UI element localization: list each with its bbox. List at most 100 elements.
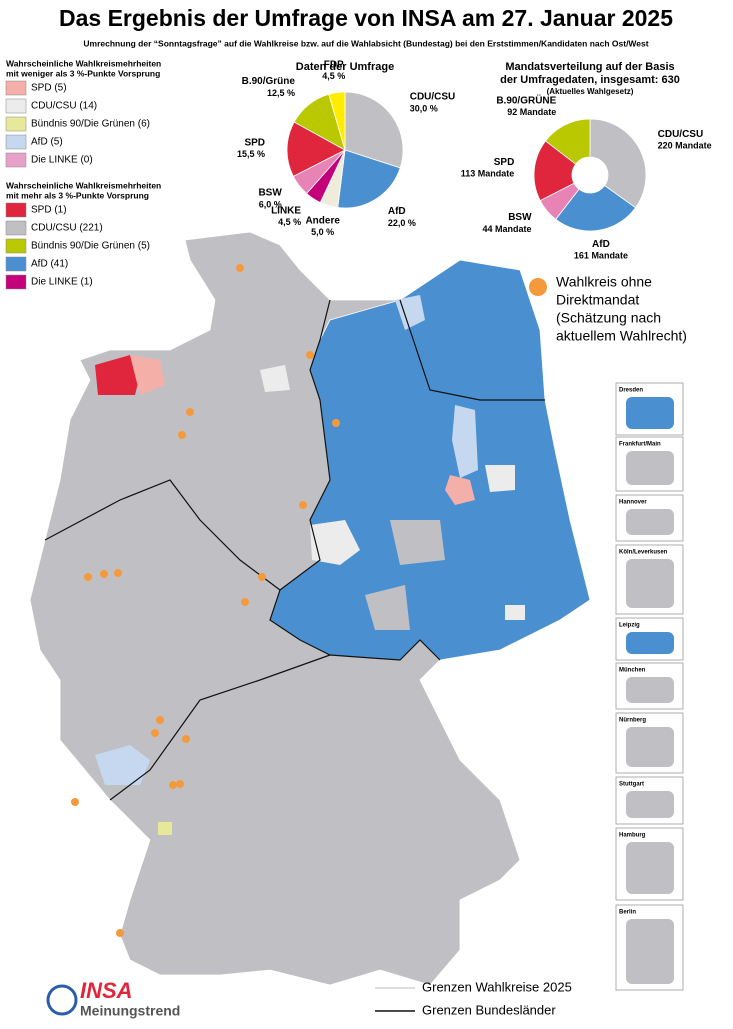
- legend-swatch: [5, 116, 27, 132]
- marker: [156, 716, 164, 724]
- pie-value: 161 Mandate: [574, 251, 628, 261]
- pie-subtitle: (Aktuelles Wahlgesetz): [547, 87, 634, 96]
- insets: Dresden Frankfurt/Main Hannover Köln/Leverk…: [615, 382, 684, 991]
- marker: [186, 408, 194, 416]
- marker: [299, 501, 307, 509]
- map-note: Wahlkreis ohne: [556, 274, 652, 290]
- pie-label: CDU/CSU: [658, 129, 704, 140]
- pie-title: Mandatsverteilung auf der Basis: [505, 61, 674, 73]
- pie-slice: [337, 149, 401, 209]
- legend-label: CDU/CSU (221): [31, 223, 103, 234]
- afd-weak: [95, 745, 150, 785]
- inset-title: Hamburg: [619, 833, 646, 839]
- pie-value: 4,5 %: [322, 71, 345, 81]
- marker: [241, 598, 249, 606]
- state-border: [44, 479, 281, 591]
- cdu-weak: [485, 465, 515, 492]
- legend-label: Die LINKE (1): [31, 277, 93, 288]
- legend-swatch: [5, 98, 27, 114]
- logo: INSA: [80, 978, 133, 1003]
- inset-title: Leipzig: [619, 623, 640, 629]
- inset-map: [626, 451, 674, 485]
- legend-label: Bündnis 90/Die Grünen (5): [31, 241, 150, 252]
- pie-value: 22,0 %: [388, 218, 416, 228]
- legend-swatch: [5, 220, 27, 236]
- inset-map: [626, 559, 674, 608]
- legend-title: mit mehr als 3 %-Punkte Vorsprung: [6, 190, 149, 200]
- pie-slice: [286, 121, 346, 177]
- pie-label: B.90/GRÜNE: [496, 93, 556, 106]
- pie-slice: [328, 91, 346, 151]
- pie-slice: [589, 118, 647, 209]
- pie-title: Daten der Umfrage: [296, 61, 394, 73]
- inset-title: München: [619, 668, 646, 674]
- pie-label: BSW: [508, 212, 532, 223]
- spd-weak: [130, 355, 165, 395]
- pie-label: SPD: [494, 157, 515, 168]
- footer: Grenzen Wahlkreise 2025 Grenzen Bundeslä…: [46, 978, 572, 1019]
- state-border: [109, 654, 331, 801]
- legend-swatch: [5, 152, 27, 168]
- cdu-area-east: [390, 520, 445, 565]
- pie-value: 5,0 %: [311, 227, 334, 237]
- footer-label: Grenzen Bundesländer: [422, 1002, 556, 1017]
- inset-map: [626, 509, 674, 535]
- inset-map: [626, 919, 674, 984]
- legend-title: Wahrscheinliche Wahlkreismehrheiten: [6, 180, 161, 190]
- legend-label: CDU/CSU (14): [31, 101, 97, 112]
- pie-label: B.90/Grüne: [242, 76, 296, 87]
- pie-label: BSW: [258, 188, 282, 199]
- map-note: Direktmandat: [556, 292, 639, 308]
- inset-title: Frankfurt/Main: [619, 442, 661, 448]
- marker: [100, 570, 108, 578]
- marker: [84, 573, 92, 581]
- inset-title: Dresden: [619, 388, 643, 394]
- inset-map: [626, 791, 674, 818]
- spd-weak: [445, 475, 475, 505]
- pie-value: 4,5 %: [278, 217, 301, 227]
- marker: [71, 798, 79, 806]
- afd-weak: [452, 405, 478, 478]
- pie-value: 12,5 %: [267, 88, 295, 98]
- pie-value: 92 Mandate: [507, 107, 556, 117]
- pie-label: SPD: [244, 137, 265, 148]
- state-border: [399, 299, 545, 401]
- legend-swatch: [5, 202, 27, 218]
- legend-swatch: [5, 274, 27, 290]
- pie-value: 44 Mandate: [483, 224, 532, 234]
- legend-swatch: [5, 80, 27, 96]
- marker: [116, 929, 124, 937]
- state-border: [269, 299, 441, 661]
- legend-swatch: [5, 238, 27, 254]
- pie-label: AfD: [388, 206, 406, 217]
- pie-value: 15,5 %: [237, 149, 265, 159]
- cdu-weak: [505, 605, 525, 620]
- inset-title: Hannover: [619, 500, 647, 506]
- marker: [258, 573, 266, 581]
- legend-label: Bündnis 90/Die Grünen (6): [31, 119, 150, 130]
- map-note: aktuellem Wahlrecht): [556, 328, 687, 344]
- logo-icon: [46, 984, 78, 1016]
- cdu-weak: [260, 365, 290, 392]
- pie-value: 6,0 %: [259, 199, 282, 209]
- inset-map: [626, 842, 674, 894]
- pie-value: 113 Mandate: [461, 169, 515, 179]
- marker: [169, 781, 177, 789]
- inset-map: [626, 397, 674, 429]
- legend-label: AfD (41): [31, 259, 68, 270]
- pie-slice: [544, 118, 591, 165]
- marker: [306, 351, 314, 359]
- legend-title: Wahrscheinliche Wahlkreismehrheiten: [6, 58, 161, 68]
- marker: [332, 419, 340, 427]
- inset-map: [626, 632, 674, 654]
- marker: [151, 729, 159, 737]
- inset-title: Berlin: [619, 910, 636, 916]
- pie-slice: [344, 91, 404, 169]
- inset-map: [626, 727, 674, 767]
- afd-weak: [395, 295, 425, 330]
- map: [29, 231, 591, 986]
- pie-label: AfD: [592, 239, 610, 250]
